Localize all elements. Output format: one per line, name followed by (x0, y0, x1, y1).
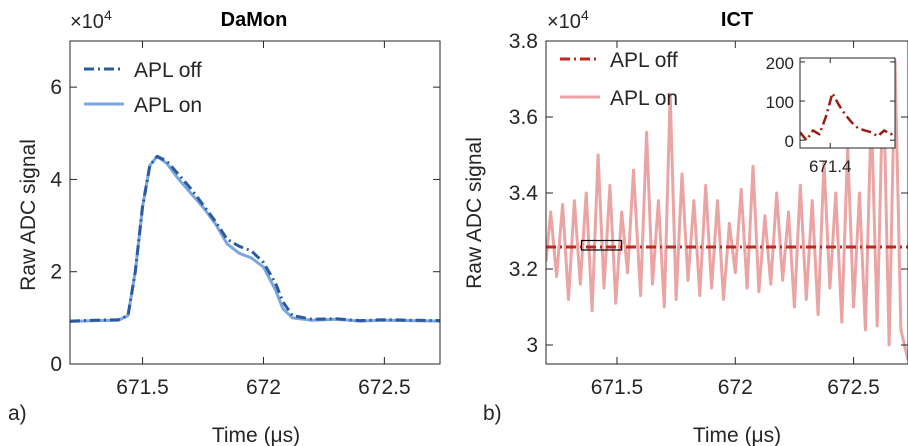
b-series-group (546, 58, 908, 361)
a-series-apl-on (70, 154, 440, 323)
a-xtick-label: 671.5 (116, 376, 169, 399)
inset-series-apl-off (800, 91, 895, 142)
panel-a-legend: APL off APL on (84, 59, 202, 117)
inset-xtick-label: 671.4 (809, 157, 852, 176)
a-ytick-label: 4 (50, 168, 62, 191)
panel-a-xlabel: Time (μs) (212, 424, 300, 446)
b-series-apl-on (546, 58, 908, 361)
panel-b-xlabel: Time (μs) (693, 424, 781, 446)
inset-series-group (800, 91, 895, 142)
b-xtick-label: 672 (718, 376, 753, 399)
a-ytick-label: 0 (50, 353, 62, 376)
a-ytick-label: 6 (50, 76, 62, 99)
zoom-box (580, 239, 623, 251)
legend-a-off-label: APL off (134, 59, 202, 82)
panel-ict: ICT ×104 Raw ADC signal Time (μs) b) 671… (463, 7, 908, 446)
inset-ytick-label: 200 (766, 54, 794, 73)
panel-b-title: ICT (721, 9, 753, 31)
panel-damon: DaMon ×104 Raw ADC signal Time (μs) a) 6… (8, 7, 441, 446)
b-xtick-label: 671.5 (591, 376, 644, 399)
legend-b-on-label: APL on (610, 87, 678, 110)
b-ytick-label: 3 (526, 334, 538, 357)
panel-a-label: a) (8, 402, 27, 425)
b-ytick-label: 3.4 (509, 182, 539, 205)
a-series-apl-off (70, 154, 440, 323)
legend-a-on-label: APL on (134, 94, 202, 117)
inset-ytick-label: 0 (785, 132, 794, 151)
b-ytick-label: 3.8 (509, 30, 538, 53)
b-xtick-label: 672.5 (827, 376, 880, 399)
a-axes-frame (69, 40, 441, 365)
a-xtick-label: 672 (246, 376, 281, 399)
panel-b-exponent: ×104 (547, 7, 589, 33)
panel-a-ylabel: Raw ADC signal (17, 139, 40, 291)
a-series-group (70, 154, 440, 323)
panel-b-ylabel: Raw ADC signal (463, 137, 486, 289)
inset-ytick-label: 100 (766, 93, 794, 112)
panel-a-title: DaMon (221, 9, 288, 31)
b-axes-frame (545, 40, 908, 365)
panel-a-exponent: ×104 (70, 7, 112, 33)
panel-b-label: b) (483, 402, 502, 425)
panel-b-legend: APL off APL on (560, 49, 678, 110)
legend-b-off-label: APL off (610, 49, 678, 72)
b-ytick-label: 3.2 (509, 258, 538, 281)
a-ytick-label: 2 (50, 261, 62, 284)
inset-axes-frame (799, 57, 896, 149)
b-ytick-label: 3.6 (509, 106, 538, 129)
a-xtick-label: 672.5 (358, 376, 411, 399)
inset-background (755, 58, 895, 148)
